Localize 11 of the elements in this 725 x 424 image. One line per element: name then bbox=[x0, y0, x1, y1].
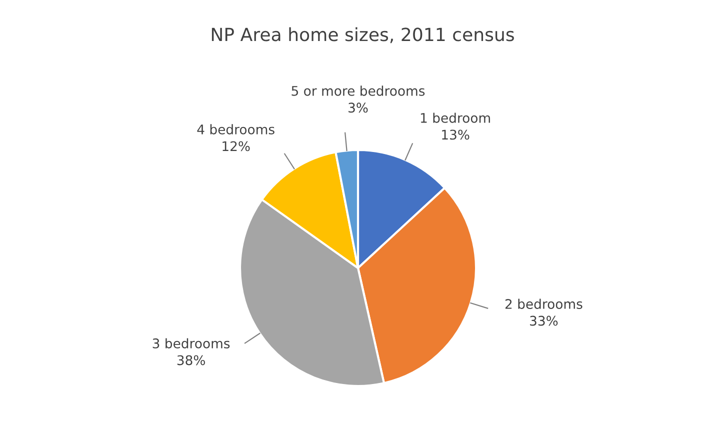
data-label: 38% bbox=[177, 355, 205, 366]
slice-label: 5 or more bedrooms bbox=[292, 86, 425, 96]
data-label: 12% bbox=[222, 141, 250, 152]
slice-label: 3 bedrooms bbox=[152, 338, 230, 348]
data-label: 33% bbox=[530, 316, 558, 326]
slice-label: 2 bedrooms bbox=[505, 298, 582, 309]
chart-title: NP Area home sizes, 2011 census bbox=[212, 27, 514, 44]
data-label: 13% bbox=[442, 130, 470, 140]
slice-label: 1 bedroom bbox=[420, 112, 490, 123]
data-label: 3% bbox=[348, 102, 368, 113]
slice-label: 4 bedrooms bbox=[197, 124, 274, 134]
